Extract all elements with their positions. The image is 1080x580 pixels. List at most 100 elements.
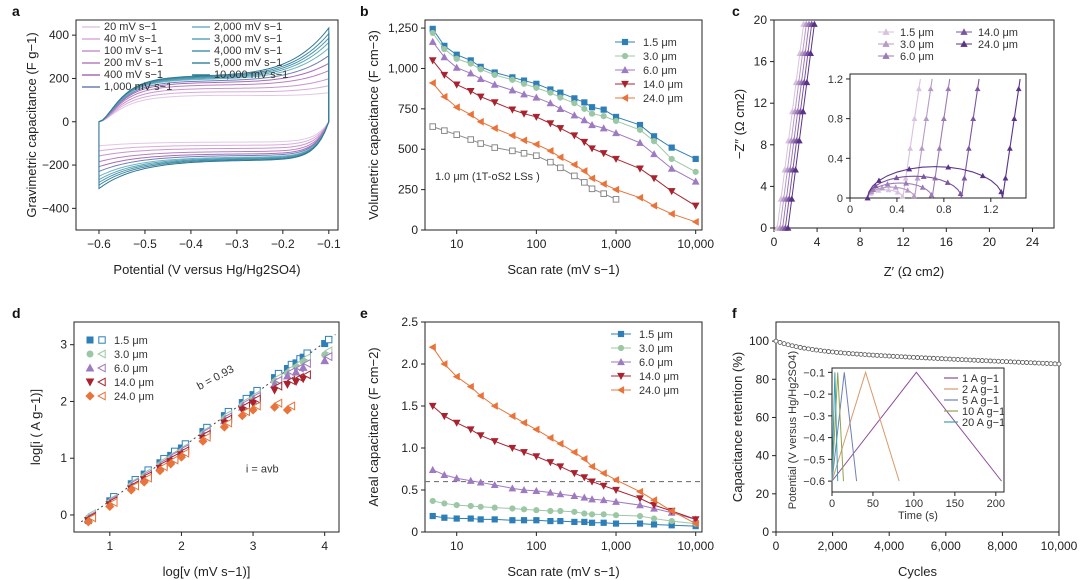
legend-entry: 20 mV s−1: [104, 21, 157, 33]
data-point: [453, 55, 460, 62]
data-point: [298, 375, 308, 384]
retention-point: [907, 354, 912, 360]
data-point: [477, 503, 484, 510]
data-point: [692, 168, 699, 175]
x-tick-label: 10: [450, 237, 464, 251]
inset-line: [867, 78, 1021, 199]
data-point-open: [223, 418, 233, 428]
retention-point: [785, 342, 791, 348]
data-point: [452, 81, 461, 89]
x-axis-label: Cycles: [898, 564, 938, 579]
legend-entry: 14.0 μm: [639, 371, 679, 383]
data-point: [440, 360, 448, 368]
data-point: [453, 131, 461, 138]
y-tick-label: 1.5: [401, 399, 418, 413]
data-point: [166, 459, 176, 469]
y-tick-label: 40: [756, 449, 770, 463]
inset-point: [974, 85, 981, 92]
inset-point: [892, 184, 899, 190]
data-point: [490, 402, 498, 410]
legend-marker: [882, 28, 890, 35]
inset-point: [928, 192, 935, 198]
inset-point: [957, 190, 964, 197]
retention-point: [963, 357, 969, 363]
data-point: [581, 105, 588, 112]
y-tick-label: 0: [411, 223, 418, 237]
y-tick-label: 20: [756, 487, 770, 501]
x-axis-label: Potential (V versus Hg/Hg2SO4): [113, 262, 300, 277]
data-point: [490, 80, 499, 88]
x-tick-label: 0: [773, 539, 780, 553]
data-point: [546, 120, 555, 128]
nyquist-line: [782, 24, 810, 229]
legend-entry: 6.0 μm: [643, 65, 677, 77]
legend-entry: 3.0 μm: [114, 349, 148, 361]
data-point: [126, 485, 136, 495]
legend-entry: 14.0 μm: [978, 27, 1018, 39]
data-point: [556, 463, 565, 471]
data-point: [599, 469, 607, 478]
data-point: [636, 512, 644, 520]
data-point-open: [130, 481, 139, 491]
inset-point: [906, 165, 913, 172]
data-point-open: [273, 398, 283, 408]
inset-line: [867, 78, 980, 199]
data-point: [533, 84, 540, 91]
inset-point: [911, 192, 917, 199]
data-point: [83, 517, 93, 527]
retention-point: [991, 358, 997, 364]
y-tick-label: −0.5: [803, 454, 825, 466]
inset-point: [936, 145, 943, 151]
data-point: [588, 462, 596, 471]
retention-point: [1008, 359, 1013, 365]
y-tick-label: 20: [754, 13, 768, 27]
plot-frame: [831, 367, 1005, 493]
data-point: [588, 145, 596, 153]
retention-point: [1016, 359, 1021, 365]
data-point: [667, 209, 675, 218]
inset-point: [899, 193, 906, 199]
legend-entry: 3.0 μm: [900, 39, 934, 51]
data-point: [532, 453, 541, 461]
data-point: [176, 452, 187, 462]
inset-point: [1006, 145, 1013, 151]
data-point: [612, 196, 620, 203]
inset-point: [1015, 85, 1022, 92]
data-point-open: [302, 358, 311, 369]
data-point: [570, 111, 579, 119]
y-tick-label: 0.4: [828, 153, 843, 165]
x-tick-label: 16: [940, 235, 954, 249]
legend-d: 1.5 μm 3.0 μm 6.0 μm 14.0 μm 24.0 μm: [85, 335, 154, 403]
data-point-open: [159, 462, 168, 472]
data-point-open: [108, 497, 118, 508]
legend-marker: [85, 391, 95, 401]
y-axis-label: Gravimetric capacitance (F g−1): [24, 32, 39, 217]
data-point: [792, 166, 799, 173]
data-point-open: [241, 406, 251, 417]
inset-point: [904, 187, 911, 193]
data-point: [476, 74, 485, 83]
retention-point: [955, 357, 961, 362]
data-point: [520, 506, 528, 513]
retention-point: [915, 355, 920, 360]
retention-point: [959, 357, 965, 363]
data-point: [547, 507, 554, 515]
data-point: [650, 515, 658, 522]
data-point-open: [252, 394, 261, 404]
data-point: [508, 131, 516, 140]
data-point: [650, 138, 658, 145]
y-axis-label: Capacitance retention (%): [730, 352, 745, 502]
data-point: [612, 520, 620, 527]
data-point: [580, 493, 589, 501]
data-point: [636, 138, 644, 146]
retention-point: [894, 354, 900, 359]
x-tick-label: 12: [897, 235, 911, 249]
inset-c: 0 0.4 0.8 1.2 0 0.4 0.8 1.2: [828, 73, 1027, 216]
retention-point: [1024, 360, 1030, 365]
retention-point: [1028, 360, 1034, 366]
retention-point: [846, 351, 852, 356]
data-point: [466, 426, 475, 434]
data-point: [452, 103, 460, 112]
legend-entry: 20 A g−1: [962, 417, 1005, 429]
data-point: [636, 193, 644, 202]
